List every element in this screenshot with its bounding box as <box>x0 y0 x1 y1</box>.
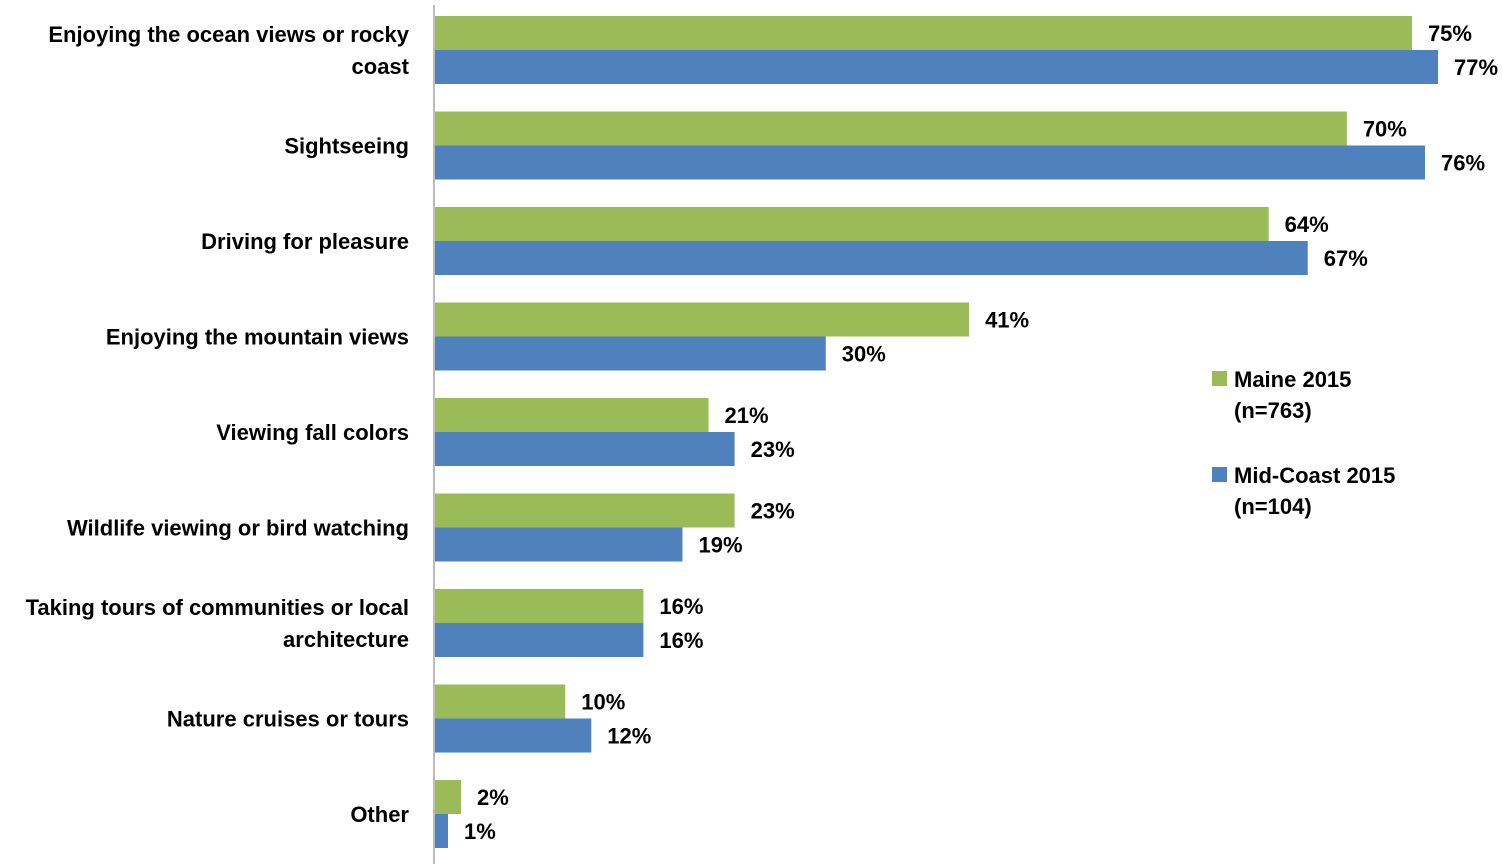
legend-swatch <box>1212 371 1227 386</box>
bar-mid-coast <box>435 336 826 371</box>
legend: Maine 2015 (n=763) Mid-Coast 2015 (n=104) <box>1212 367 1395 519</box>
legend-label: Maine 2015 <box>1234 367 1351 392</box>
category-label: Wildlife viewing or bird watching <box>67 516 409 541</box>
legend-label: Mid-Coast 2015 <box>1234 463 1395 488</box>
data-label: 2% <box>477 785 509 810</box>
category-label: Viewing fall colors <box>216 420 409 445</box>
bar-maine <box>435 398 709 432</box>
data-label: 30% <box>842 342 886 367</box>
category-label: architecture <box>283 627 409 652</box>
data-label: 19% <box>698 533 742 558</box>
bar-maine <box>435 302 970 337</box>
data-label: 67% <box>1324 246 1368 271</box>
bar-mid-coast <box>435 50 1438 84</box>
bar-maine <box>435 589 644 623</box>
data-label: 16% <box>659 594 703 619</box>
category-label: Nature cruises or tours <box>167 707 409 732</box>
category-label: coast <box>352 54 410 79</box>
bar-maine <box>435 780 462 814</box>
data-label: 77% <box>1454 55 1498 80</box>
bar-mid-coast <box>435 718 592 753</box>
data-label: 23% <box>751 437 795 462</box>
bar-maine <box>435 684 566 719</box>
category-label: Other <box>350 802 409 827</box>
bar-maine <box>435 16 1412 50</box>
data-label: 76% <box>1441 151 1485 176</box>
bar-mid-coast <box>435 432 735 466</box>
bars-layer <box>435 16 1438 848</box>
bar-mid-coast <box>435 241 1308 275</box>
category-label: Enjoying the mountain views <box>106 325 409 350</box>
category-label: Driving for pleasure <box>201 229 409 254</box>
data-label: 64% <box>1285 212 1329 237</box>
labels-layer: 75% 77% 70% 76% 64% 67% 41% 30% 21% 23% 23% 19% 16% 1… <box>464 21 1498 844</box>
legend-label: (n=763) <box>1234 398 1312 423</box>
data-label: 75% <box>1428 21 1472 46</box>
data-label: 21% <box>725 403 769 428</box>
category-label: Taking tours of communities or local <box>26 595 409 620</box>
data-label: 12% <box>607 724 651 749</box>
category-label: Enjoying the ocean views or rocky <box>48 22 409 47</box>
data-label: 10% <box>581 690 625 715</box>
bar-maine <box>435 207 1269 241</box>
category-label: Sightseeing <box>284 134 409 159</box>
legend-label: (n=104) <box>1234 494 1312 519</box>
bar-mid-coast <box>435 623 644 657</box>
legend-swatch <box>1212 467 1227 482</box>
bar-maine <box>435 493 735 528</box>
bar-mid-coast <box>435 814 449 848</box>
data-label: 41% <box>985 308 1029 333</box>
bar-maine <box>435 111 1347 146</box>
data-label: 16% <box>659 628 703 653</box>
category-labels: Enjoying the ocean views or rocky coast Si… <box>26 22 410 827</box>
bar-mid-coast <box>435 145 1425 180</box>
data-label: 70% <box>1363 117 1407 142</box>
data-label: 23% <box>751 499 795 524</box>
data-label: 1% <box>464 819 496 844</box>
bar-mid-coast <box>435 527 683 562</box>
